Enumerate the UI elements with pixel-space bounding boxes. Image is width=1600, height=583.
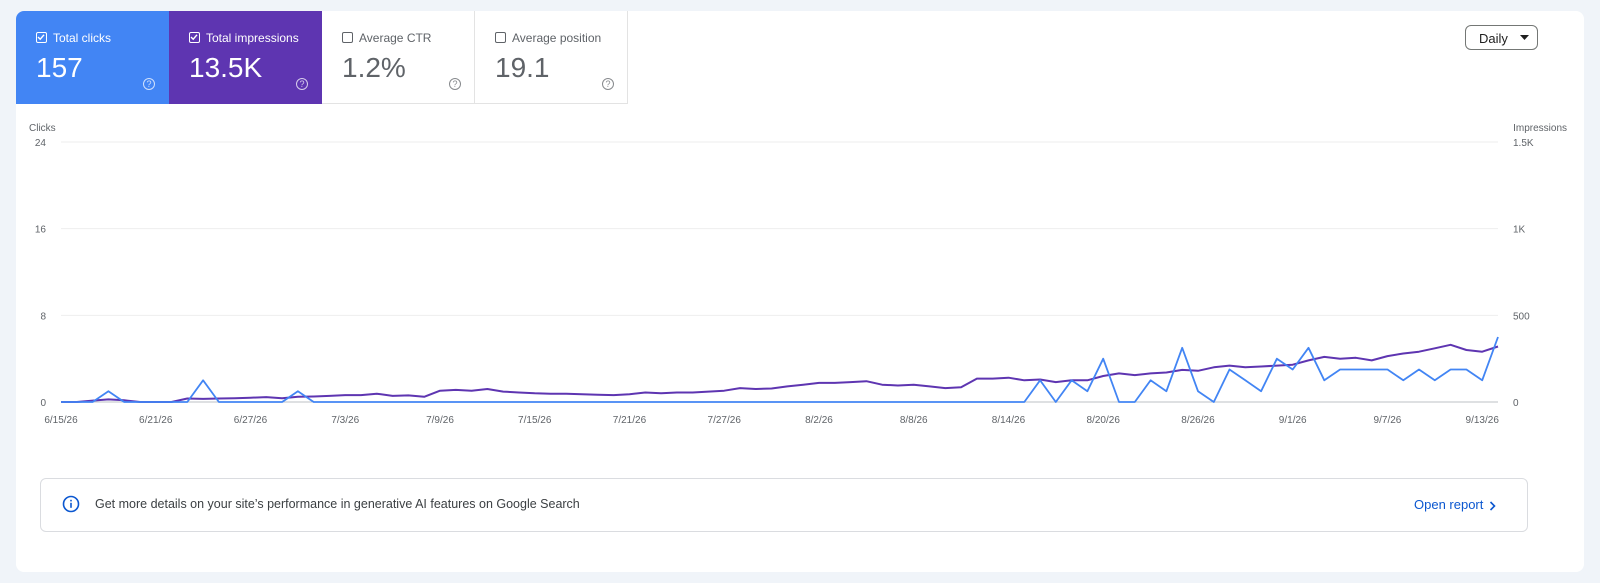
y-left-tick-label: 0 [40,398,46,409]
y-right-tick-label: 1.5K [1513,138,1534,149]
x-tick-label: 8/14/26 [992,415,1026,426]
checkbox-checked-icon[interactable] [189,32,200,43]
x-tick-label: 6/15/26 [44,415,78,426]
impressions-series-line [61,343,1499,403]
checkbox-unchecked-icon[interactable] [495,32,506,43]
info-icon [62,495,80,513]
metric-label: Total impressions [206,31,299,45]
range-dropdown[interactable]: Daily [1465,25,1538,50]
x-tick-label: 7/9/26 [426,415,454,426]
x-tick-label: 6/21/26 [139,415,173,426]
metric-label: Average CTR [359,31,432,45]
help-icon[interactable]: ? [602,78,614,90]
x-tick-label: 6/27/26 [234,415,268,426]
banner-text: Get more details on your site’s performa… [95,497,580,511]
y-right-tick-label: 500 [1513,311,1530,322]
open-report-label: Open report [1414,497,1484,512]
x-tick-label: 9/1/26 [1279,415,1307,426]
metric-value: 1.2% [342,52,406,83]
metric-tabs: Total clicks 157 ? Total impressions 13.… [16,11,628,104]
metric-average-ctr[interactable]: Average CTR 1.2% ? [322,11,475,104]
x-tick-label: 7/27/26 [708,415,742,426]
metric-total-clicks[interactable]: Total clicks 157 ? [16,11,169,104]
range-dropdown-label: Daily [1479,31,1508,46]
info-banner: Get more details on your site’s performa… [40,478,1528,532]
metric-value: 19.1 [495,52,550,83]
x-tick-label: 8/8/26 [900,415,928,426]
performance-chart: 24 1.5K 16 1K 8 500 0 0 Clicks Impressions 6/15/26… [29,123,1567,426]
clicks-series-line [61,336,1499,403]
metric-label: Total clicks [53,31,112,45]
metric-total-impressions[interactable]: Total impressions 13.5K ? [169,11,322,104]
y-right-axis-label: Impressions [1513,123,1567,134]
y-left-tick-label: 24 [35,138,47,149]
caret-down-icon [1520,35,1529,40]
chevron-right-icon [1490,500,1497,511]
x-tick-label: 7/3/26 [331,415,359,426]
metric-average-position[interactable]: Average position 19.1 ? [475,11,628,104]
help-icon[interactable]: ? [296,78,308,90]
y-left-axis-label: Clicks [29,123,56,134]
x-tick-label: 8/26/26 [1181,415,1215,426]
checkbox-unchecked-icon[interactable] [342,32,353,43]
open-report-link[interactable]: Open report [1414,497,1497,512]
x-tick-label: 9/13/26 [1466,415,1500,426]
x-tick-label: 7/21/26 [613,415,647,426]
x-tick-label: 8/2/26 [805,415,833,426]
y-right-tick-label: 1K [1513,225,1526,236]
x-tick-label: 9/7/26 [1374,415,1402,426]
performance-card: Total clicks 157 ? Total impressions 13.… [16,11,1584,572]
help-icon[interactable]: ? [143,78,155,90]
checkbox-checked-icon[interactable] [36,32,47,43]
y-right-tick-label: 0 [1513,398,1519,409]
metric-value: 157 [36,52,83,83]
metric-label: Average position [512,31,602,45]
x-tick-label: 8/20/26 [1087,415,1121,426]
y-left-tick-label: 16 [35,225,47,236]
x-tick-label: 7/15/26 [518,415,552,426]
y-left-tick-label: 8 [40,311,46,322]
help-icon[interactable]: ? [449,78,461,90]
metric-value: 13.5K [189,52,263,83]
